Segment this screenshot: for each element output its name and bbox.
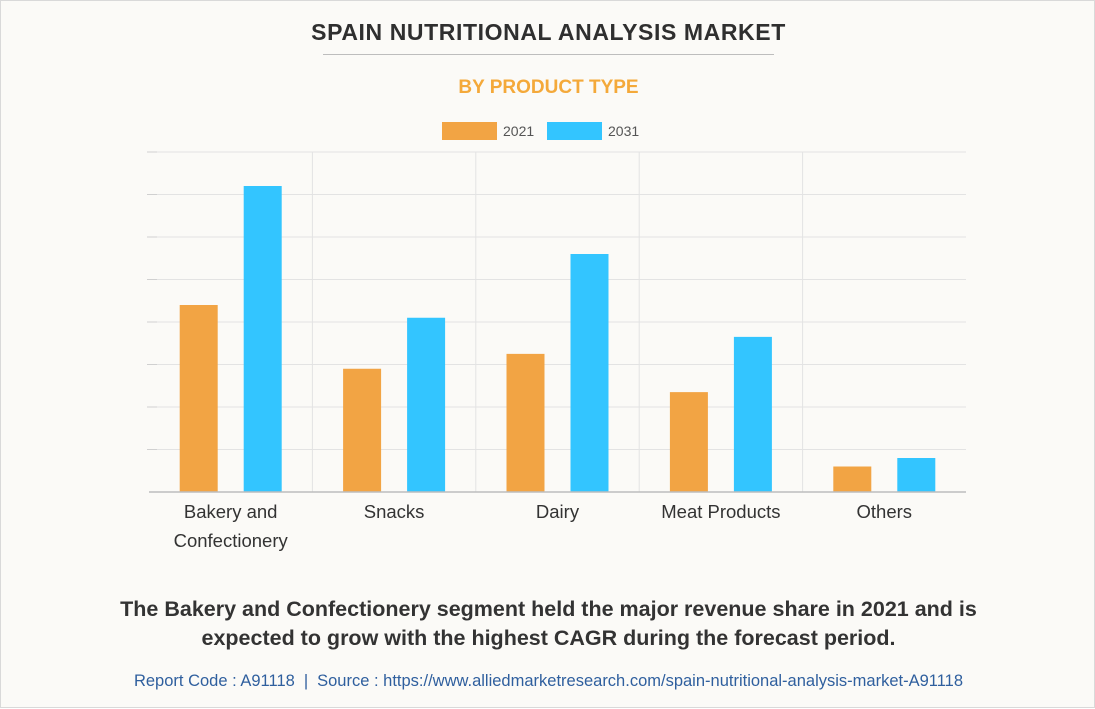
chart-footer: Report Code : A91118 | Source : https://ww…	[1, 672, 1095, 691]
bar-2031-1	[243, 186, 282, 492]
x-tick-label: Dairy	[536, 501, 580, 522]
chart-subtitle: BY PRODUCT TYPE	[458, 77, 639, 98]
x-tick-label: Snacks	[364, 501, 425, 522]
legend-swatch-2021	[442, 122, 497, 140]
x-tick-label: Confectionery	[174, 530, 289, 551]
bar-2021-3	[506, 353, 545, 492]
legend-label-2021: 2021	[503, 123, 534, 139]
caption-line-2: expected to grow with the highest CAGR d…	[201, 626, 896, 650]
bar-2021-5	[833, 466, 872, 492]
source-text: Source : https://www.alliedmarketresearc…	[317, 672, 964, 690]
title-divider	[323, 54, 774, 55]
caption-line-1: The Bakery and Confectionery segment hel…	[120, 597, 977, 621]
chart-title: SPAIN NUTRITIONAL ANALYSIS MARKET	[311, 19, 786, 45]
bar-2021-2	[343, 368, 382, 492]
legend-label-2031: 2031	[608, 123, 639, 139]
x-tick-label: Bakery and	[184, 501, 278, 522]
bar-2031-5	[897, 458, 936, 492]
bar-2031-2	[407, 317, 446, 492]
x-tick-label: Meat Products	[661, 501, 780, 522]
x-tick-label: Others	[857, 501, 913, 522]
legend-swatch-2031	[547, 122, 602, 140]
report-code: Report Code : A91118	[133, 672, 295, 690]
chart-caption: The Bakery and Confectionery segment hel…	[41, 595, 1056, 653]
footer-separator: |	[303, 672, 309, 690]
bar-2031-3	[570, 254, 609, 492]
bar-2021-1	[179, 305, 218, 492]
bar-2021-4	[669, 392, 708, 492]
bar-2031-4	[733, 336, 772, 492]
